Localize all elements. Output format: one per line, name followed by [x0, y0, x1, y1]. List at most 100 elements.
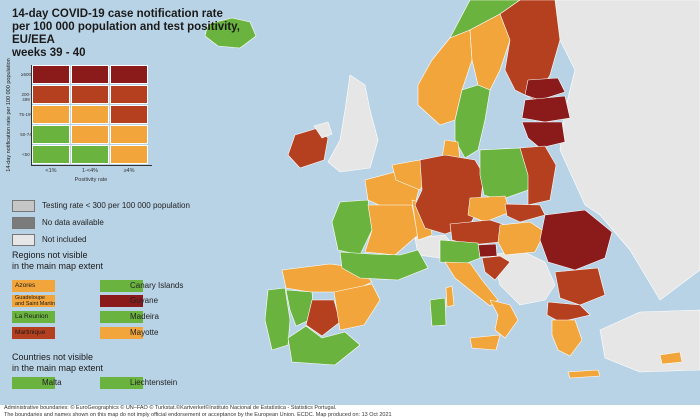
map-region	[551, 319, 583, 357]
map-region	[469, 334, 501, 351]
matrix-x-axis-line	[31, 165, 152, 166]
matrix-y-tick: 200-499	[21, 92, 31, 102]
legend-swatch	[12, 217, 35, 229]
legend-label: Not included	[42, 235, 87, 244]
map-region	[659, 351, 683, 365]
map-region	[454, 84, 491, 159]
region-label: Madeira	[130, 312, 159, 321]
map-region	[364, 204, 419, 256]
region-label-line-1: Guadeloupe	[15, 295, 45, 301]
map-region	[285, 289, 315, 327]
region-swatch	[12, 327, 55, 339]
map-region	[327, 74, 379, 173]
map-region	[546, 301, 591, 323]
attribution-line-2: The boundaries and names shown on this m…	[4, 412, 392, 418]
map-region	[467, 195, 511, 223]
matrix-x-tick: 1-<4%	[81, 168, 99, 174]
title-line-1: 14-day COVID-19 case notification rate	[12, 8, 223, 20]
region-label: Canary Islands	[130, 281, 184, 290]
region-swatch	[12, 280, 55, 292]
map-region	[599, 309, 700, 373]
map-region	[339, 249, 429, 281]
matrix-cell	[110, 105, 148, 124]
attribution-line-1: Administrative boundaries: © EuroGeograp…	[4, 405, 337, 411]
attribution-footer: Administrative boundaries: © EuroGeograp…	[4, 405, 696, 419]
map-region	[477, 243, 498, 258]
map-region	[204, 17, 257, 49]
region-label: Martinique	[15, 329, 46, 336]
legend-swatch	[12, 200, 35, 212]
region-label: Guadeloupe and Saint Martin	[12, 295, 58, 307]
region-swatch	[12, 311, 55, 323]
matrix-cell	[71, 145, 109, 164]
risk-matrix	[32, 65, 150, 165]
country-swatch	[12, 377, 55, 389]
matrix-cell	[110, 125, 148, 144]
map-region	[544, 0, 700, 301]
region-label: Azores	[15, 282, 36, 289]
legend-label: Testing rate < 300 per 100 000 populatio…	[42, 201, 190, 210]
title-line-3: weeks 39 - 40	[12, 47, 86, 59]
matrix-y-axis-line	[31, 65, 32, 166]
map-region	[489, 299, 519, 339]
map-region	[521, 121, 566, 149]
matrix-y-tick: 50-74	[20, 132, 32, 137]
map-region	[521, 95, 571, 123]
countries-heading-line-2: in the main map extent	[12, 363, 104, 373]
matrix-y-tick: 75-199	[19, 112, 34, 117]
map-region	[439, 239, 481, 266]
matrix-cell	[71, 105, 109, 124]
title-line-2: per 100 000 population and test positivi…	[12, 21, 240, 46]
map-region	[519, 145, 557, 206]
map-region	[497, 221, 546, 256]
matrix-cell	[32, 105, 70, 124]
map-region	[504, 203, 546, 223]
matrix-cell	[32, 145, 70, 164]
map-region	[481, 255, 511, 281]
region-label: Mayotte	[130, 328, 159, 337]
matrix-y-tick: ≥500	[21, 72, 31, 77]
region-swatch	[100, 327, 143, 339]
map-region	[567, 369, 601, 379]
matrix-cell	[32, 85, 70, 104]
matrix-x-tick: ≥4%	[123, 168, 135, 174]
matrix-cell	[71, 65, 109, 84]
region-label: La Reunion	[15, 313, 49, 320]
region-swatch	[100, 280, 143, 292]
regions-heading-line-1: Regions not visible	[12, 250, 88, 260]
matrix-y-tick: <50	[22, 152, 30, 157]
matrix-cell	[110, 145, 148, 164]
map-region	[331, 199, 373, 256]
countries-section-heading: Countries not visible in the main map ex…	[12, 352, 103, 374]
map-region	[264, 287, 291, 351]
matrix-y-axis-title: 14-day notification rate per 100 000 pop…	[3, 58, 15, 178]
country-label: Malta	[42, 378, 62, 387]
regions-heading-line-2: in the main map extent	[12, 261, 104, 271]
map-region	[333, 283, 381, 331]
country-label: Liechtenstein	[130, 378, 178, 387]
legend-label: No data available	[42, 218, 104, 227]
map-region	[305, 299, 341, 337]
matrix-x-tick: <1%	[45, 168, 57, 174]
legend-swatch	[12, 234, 35, 246]
matrix-cell	[32, 125, 70, 144]
country-swatch	[100, 377, 143, 389]
map-region	[429, 297, 447, 327]
matrix-y-axis-title-text: 14-day notification rate per 100 000 pop…	[6, 58, 12, 172]
region-swatch	[100, 295, 143, 307]
matrix-cell	[110, 65, 148, 84]
region-swatch	[100, 311, 143, 323]
map-region	[287, 325, 361, 366]
matrix-cell	[71, 85, 109, 104]
region-label: Guyane	[130, 296, 159, 305]
countries-heading-line-1: Countries not visible	[12, 352, 94, 362]
matrix-cell	[32, 65, 70, 84]
map-region	[445, 285, 455, 308]
regions-section-heading: Regions not visible in the main map exte…	[12, 250, 103, 272]
europe-map	[204, 0, 700, 379]
matrix-cell	[110, 85, 148, 104]
map-region	[313, 121, 333, 139]
map-region	[539, 209, 613, 271]
map-region	[554, 267, 606, 306]
map-region	[524, 77, 566, 101]
